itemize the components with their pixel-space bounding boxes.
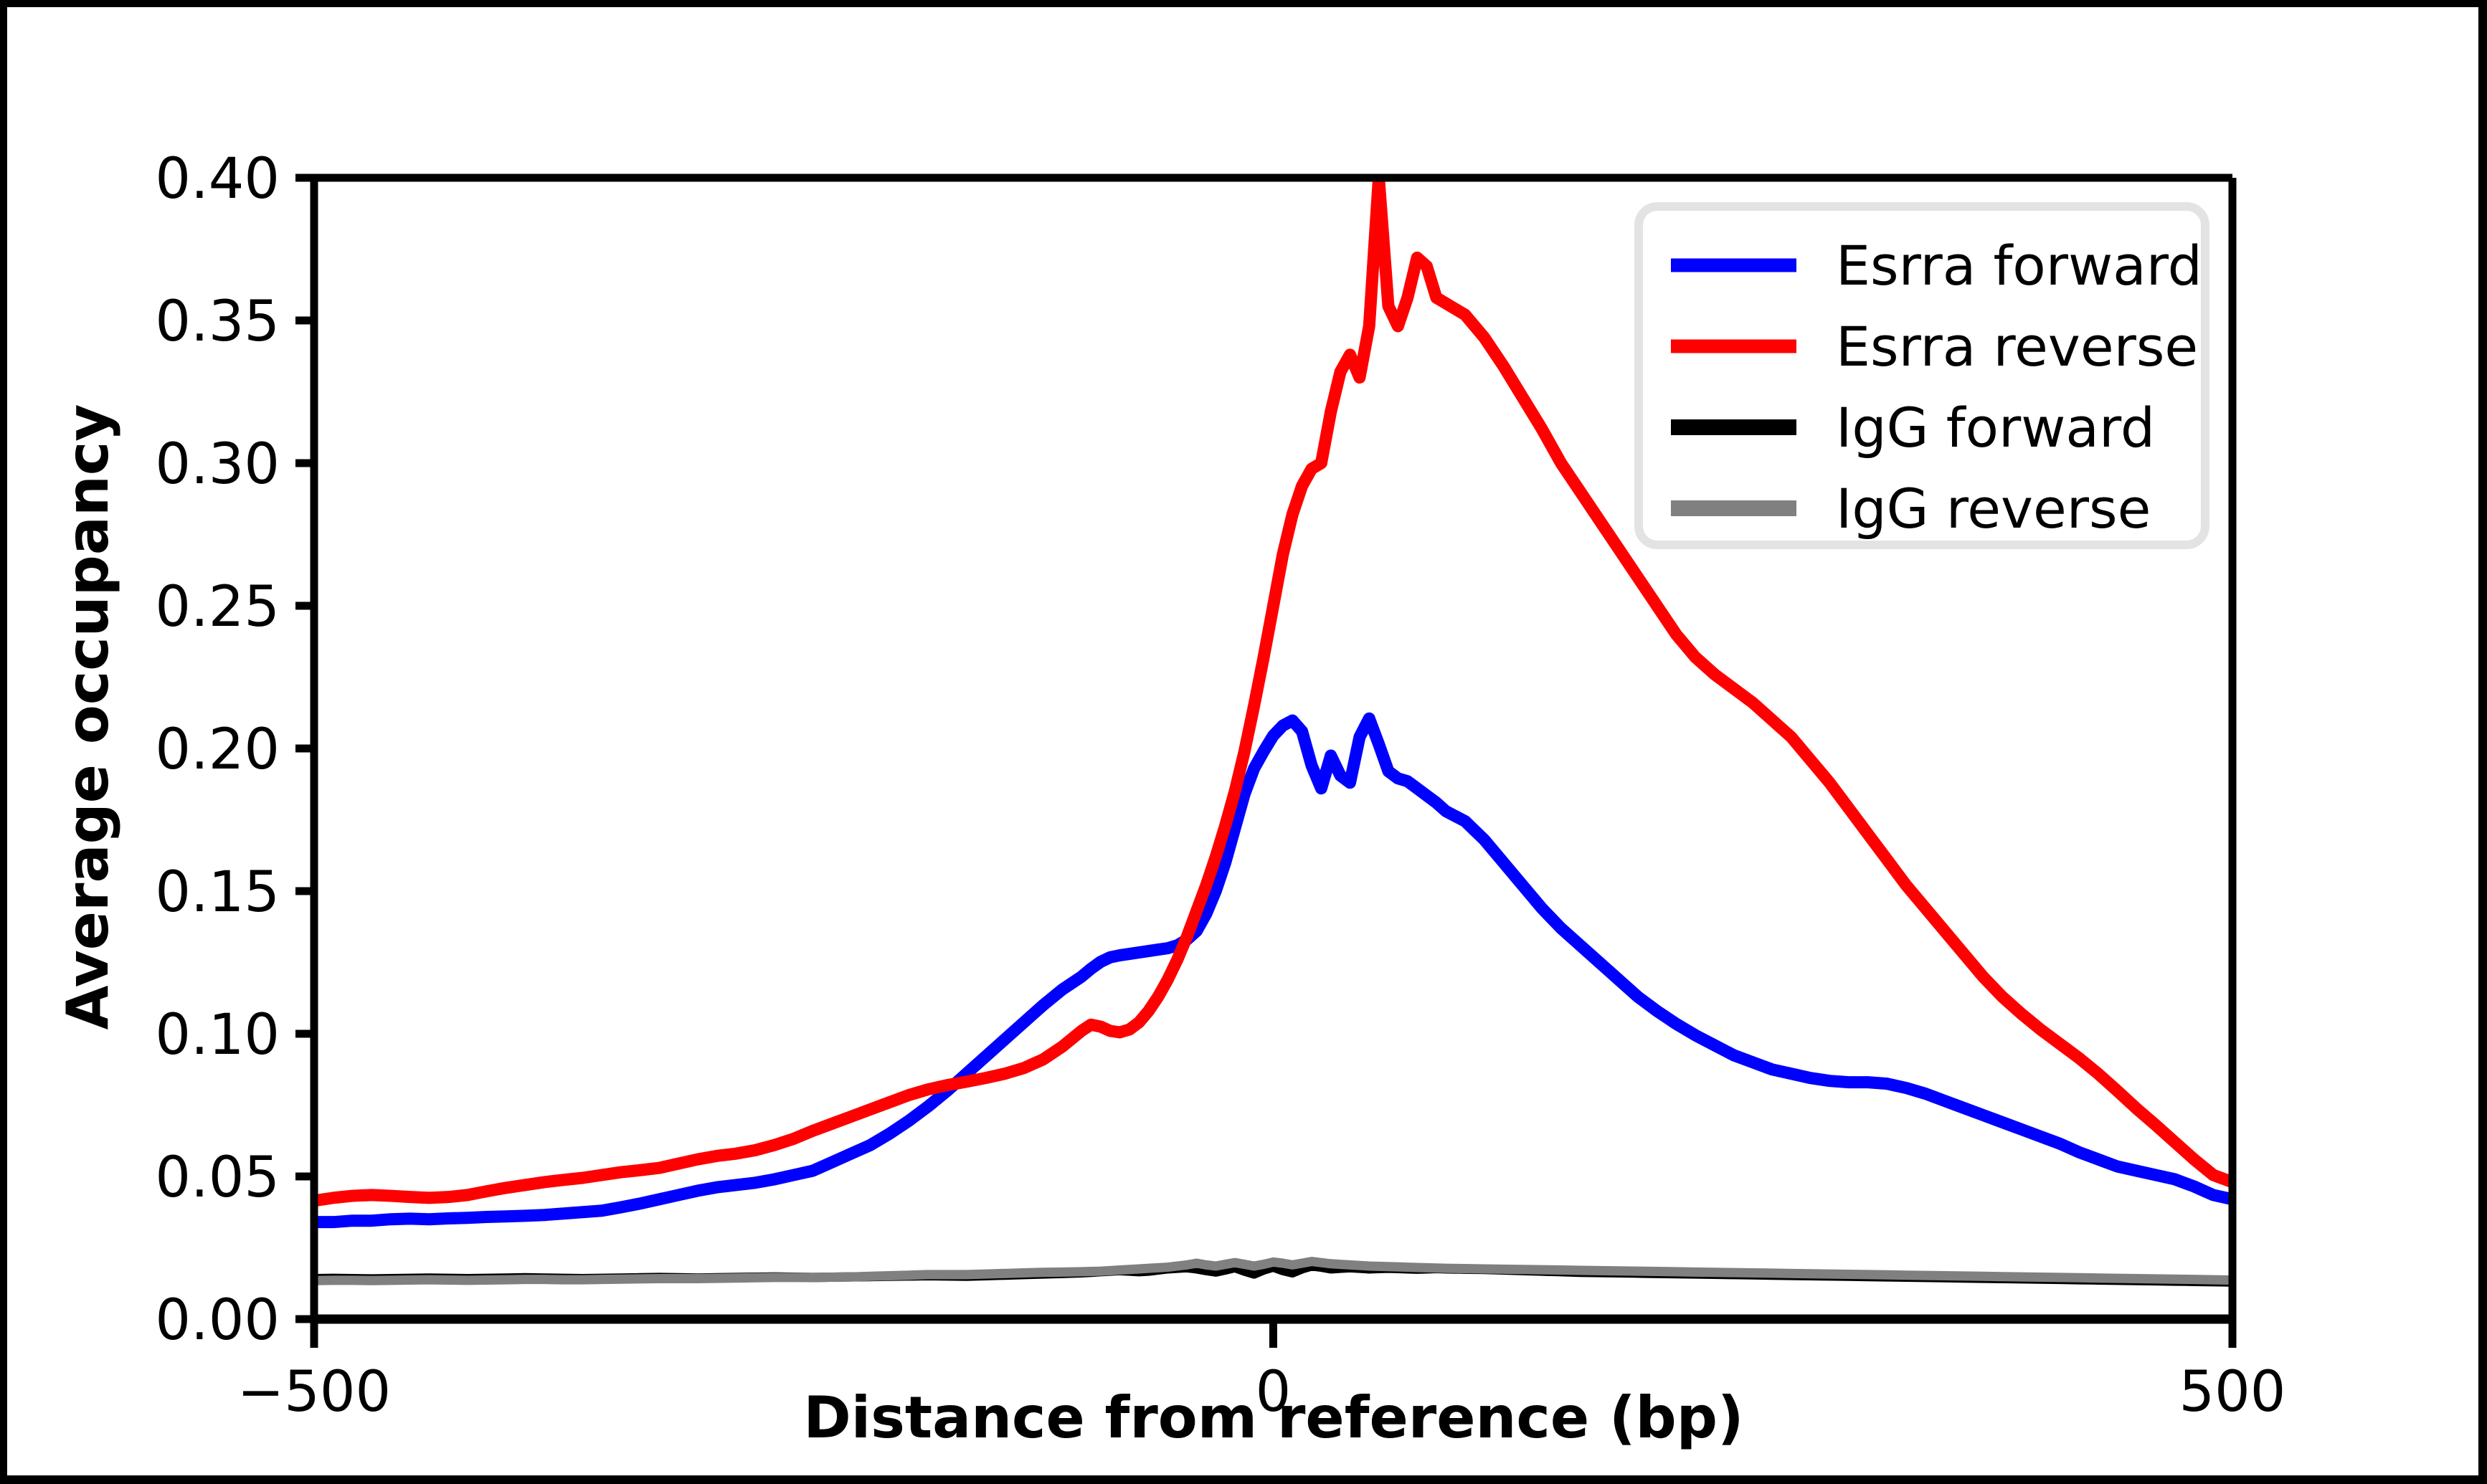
x-tick-label: 500 <box>2179 1360 2286 1424</box>
legend-label-igg-forward: IgG forward <box>1836 396 2155 460</box>
series-line-esrra-forward <box>314 712 2232 1229</box>
image-border-right <box>2478 0 2487 1484</box>
y-tick-label: 0.05 <box>155 1146 280 1210</box>
legend-items: Esrra forward Esrra reverse IgG forward IgG… <box>1671 234 2202 541</box>
y-tick-label: 0.20 <box>155 718 280 782</box>
y-axis-ticks: 0.00 0.05 0.10 0.15 0.20 0.25 0.30 0.35 0.40 <box>155 147 314 1353</box>
series-line-igg-reverse <box>314 1257 2232 1285</box>
y-tick-label: 0.25 <box>155 575 280 639</box>
y-tick-label: 0.35 <box>155 290 280 354</box>
data-series-group <box>314 178 2232 1287</box>
legend-label-esrra-reverse: Esrra reverse <box>1836 315 2198 379</box>
x-tick-label: 0 <box>1256 1360 1292 1424</box>
y-axis-title: Average occupancy <box>55 404 121 1030</box>
y-tick-label: 0.15 <box>155 860 280 925</box>
image-border-left <box>0 0 7 1484</box>
y-tick-label: 0.00 <box>155 1288 280 1353</box>
x-tick-label: −500 <box>237 1360 391 1424</box>
legend-frame <box>1634 202 2209 549</box>
x-axis-title: Distance from reference (bp) <box>803 1384 1743 1451</box>
image-border-top <box>0 0 2487 7</box>
image-border-bottom <box>0 1475 2487 1484</box>
legend-label-igg-reverse: IgG reverse <box>1836 477 2151 541</box>
y-tick-label: 0.40 <box>155 147 280 211</box>
legend: Esrra forward Esrra reverse IgG forward IgG… <box>1634 202 2209 549</box>
y-tick-label: 0.30 <box>155 432 280 497</box>
legend-label-esrra-forward: Esrra forward <box>1836 234 2202 298</box>
series-line-esrra-reverse <box>314 178 2232 1207</box>
x-axis-ticks: −500 0 500 <box>237 1319 2286 1424</box>
y-tick-label: 0.10 <box>155 1003 280 1067</box>
